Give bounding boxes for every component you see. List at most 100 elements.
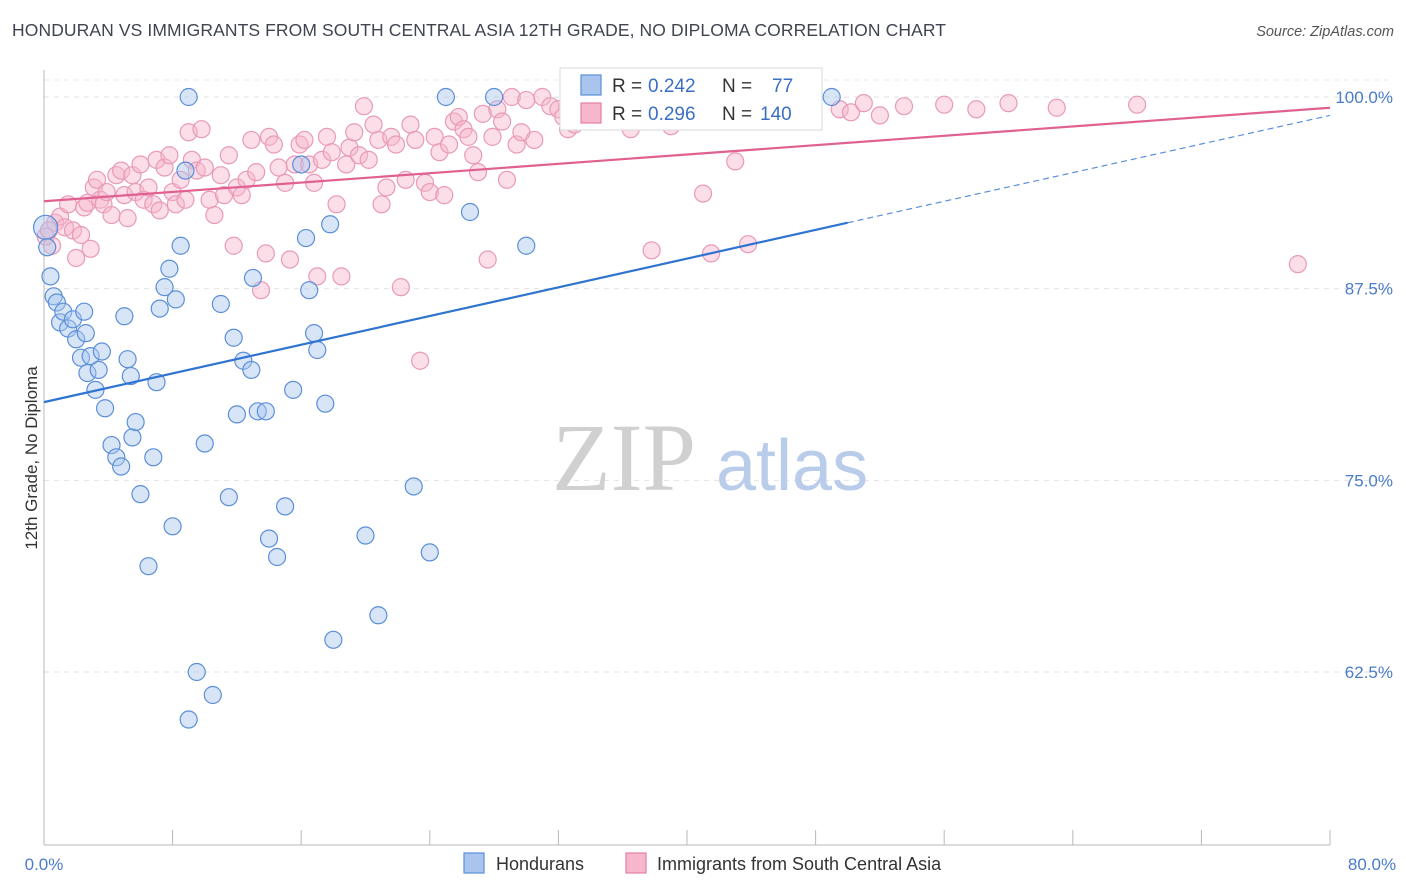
legend-swatch-hondurans	[463, 852, 485, 874]
point-hondurans	[227, 405, 246, 424]
point-immigrants	[102, 205, 121, 225]
legend-swatch-immigrants	[625, 852, 647, 874]
point-hondurans	[308, 340, 327, 360]
point-hondurans	[324, 630, 343, 649]
point-immigrants	[483, 127, 502, 146]
point-immigrants	[478, 250, 497, 269]
point-hondurans	[321, 215, 340, 234]
point-hondurans	[420, 543, 439, 562]
point-hondurans	[171, 236, 190, 255]
point-immigrants	[349, 146, 369, 165]
point-hondurans	[92, 342, 111, 361]
point-immigrants	[854, 94, 873, 113]
point-immigrants	[517, 90, 536, 110]
x-tick-label-min: 0.0%	[25, 855, 64, 874]
point-immigrants	[345, 123, 364, 142]
point-hondurans	[33, 214, 59, 240]
y-tick-label: 62.5%	[1345, 663, 1393, 682]
point-immigrants	[237, 170, 256, 189]
point-immigrants	[377, 178, 396, 197]
stats-r-value-2: 0.296	[648, 104, 696, 125]
point-immigrants	[312, 150, 332, 169]
point-immigrants	[139, 178, 158, 197]
point-immigrants	[364, 115, 383, 134]
bottom-legend: Hondurans Immigrants from South Central …	[463, 852, 942, 874]
point-hondurans	[259, 529, 279, 548]
point-immigrants	[242, 130, 261, 150]
point-hondurans	[176, 161, 195, 180]
point-hondurans	[219, 488, 238, 507]
stats-r-value-1: 0.242	[648, 76, 696, 97]
point-immigrants	[176, 190, 195, 209]
point-hondurans	[179, 87, 198, 107]
point-immigrants	[87, 170, 107, 189]
point-immigrants	[497, 170, 517, 189]
point-hondurans	[112, 457, 131, 476]
point-immigrants	[81, 239, 100, 258]
x-tick-label-max: 80.0%	[1348, 855, 1396, 874]
point-immigrants	[411, 351, 430, 370]
trend-line-hondurans	[43, 221, 848, 404]
trend-line-immigrants	[43, 106, 1331, 203]
stats-r-label-2: R =	[612, 104, 642, 125]
point-immigrants	[256, 244, 275, 263]
point-hondurans	[284, 380, 303, 399]
point-immigrants	[308, 267, 327, 286]
point-immigrants	[71, 225, 91, 245]
point-immigrants	[439, 135, 459, 154]
point-immigrants	[46, 213, 65, 232]
point-hondurans	[76, 324, 95, 343]
point-hondurans	[47, 293, 66, 312]
point-hondurans	[163, 517, 182, 536]
point-hondurans	[107, 448, 126, 467]
point-immigrants	[473, 104, 492, 123]
point-immigrants	[468, 163, 488, 182]
point-immigrants	[131, 155, 150, 174]
point-immigrants	[166, 195, 185, 214]
point-hondurans	[292, 155, 311, 174]
point-immigrants	[322, 143, 341, 162]
chart-source: Source: ZipAtlas.com	[1256, 24, 1394, 40]
point-hondurans	[356, 526, 375, 545]
point-hondurans	[75, 302, 94, 321]
point-hondurans	[211, 294, 230, 314]
point-immigrants	[112, 161, 131, 180]
point-hondurans	[166, 290, 185, 309]
point-immigrants	[285, 155, 304, 174]
point-immigrants	[870, 106, 890, 125]
stats-n-label-1: N =	[722, 76, 752, 97]
point-hondurans	[203, 685, 222, 705]
chart-title: HONDURAN VS IMMIGRANTS FROM SOUTH CENTRA…	[12, 20, 947, 40]
point-hondurans	[144, 448, 163, 467]
watermark-zip: ZIP	[552, 404, 696, 511]
point-immigrants	[999, 94, 1018, 113]
point-hondurans	[517, 236, 536, 255]
point-immigrants	[894, 97, 914, 116]
point-immigrants	[642, 241, 661, 260]
y-tick-label: 87.5%	[1345, 280, 1393, 299]
point-immigrants	[1127, 95, 1147, 114]
point-hondurans	[822, 87, 841, 107]
stats-swatch-pink	[580, 102, 602, 124]
y-axis-label: 12th Grade, No Diploma	[22, 366, 41, 550]
point-immigrants	[967, 100, 986, 119]
point-immigrants	[1047, 98, 1066, 117]
point-hondurans	[404, 477, 423, 496]
point-immigrants	[247, 163, 266, 182]
point-hondurans	[123, 428, 142, 447]
stats-n-value-1: 77	[772, 76, 793, 97]
point-hondurans	[160, 259, 179, 278]
stats-n-label-2: N =	[722, 104, 752, 125]
point-hondurans	[242, 360, 261, 380]
point-hondurans	[121, 366, 140, 386]
point-hondurans	[304, 324, 324, 343]
stats-legend: R = 0.242 N = 77 R = 0.296 N = 140	[559, 67, 823, 131]
point-immigrants	[359, 150, 378, 169]
x-axis-ticks	[43, 830, 1331, 845]
point-immigrants	[401, 115, 420, 134]
point-immigrants	[464, 146, 483, 165]
point-hondurans	[155, 278, 174, 297]
point-immigrants	[224, 236, 243, 255]
point-hondurans	[256, 402, 275, 421]
point-hondurans	[316, 394, 335, 413]
